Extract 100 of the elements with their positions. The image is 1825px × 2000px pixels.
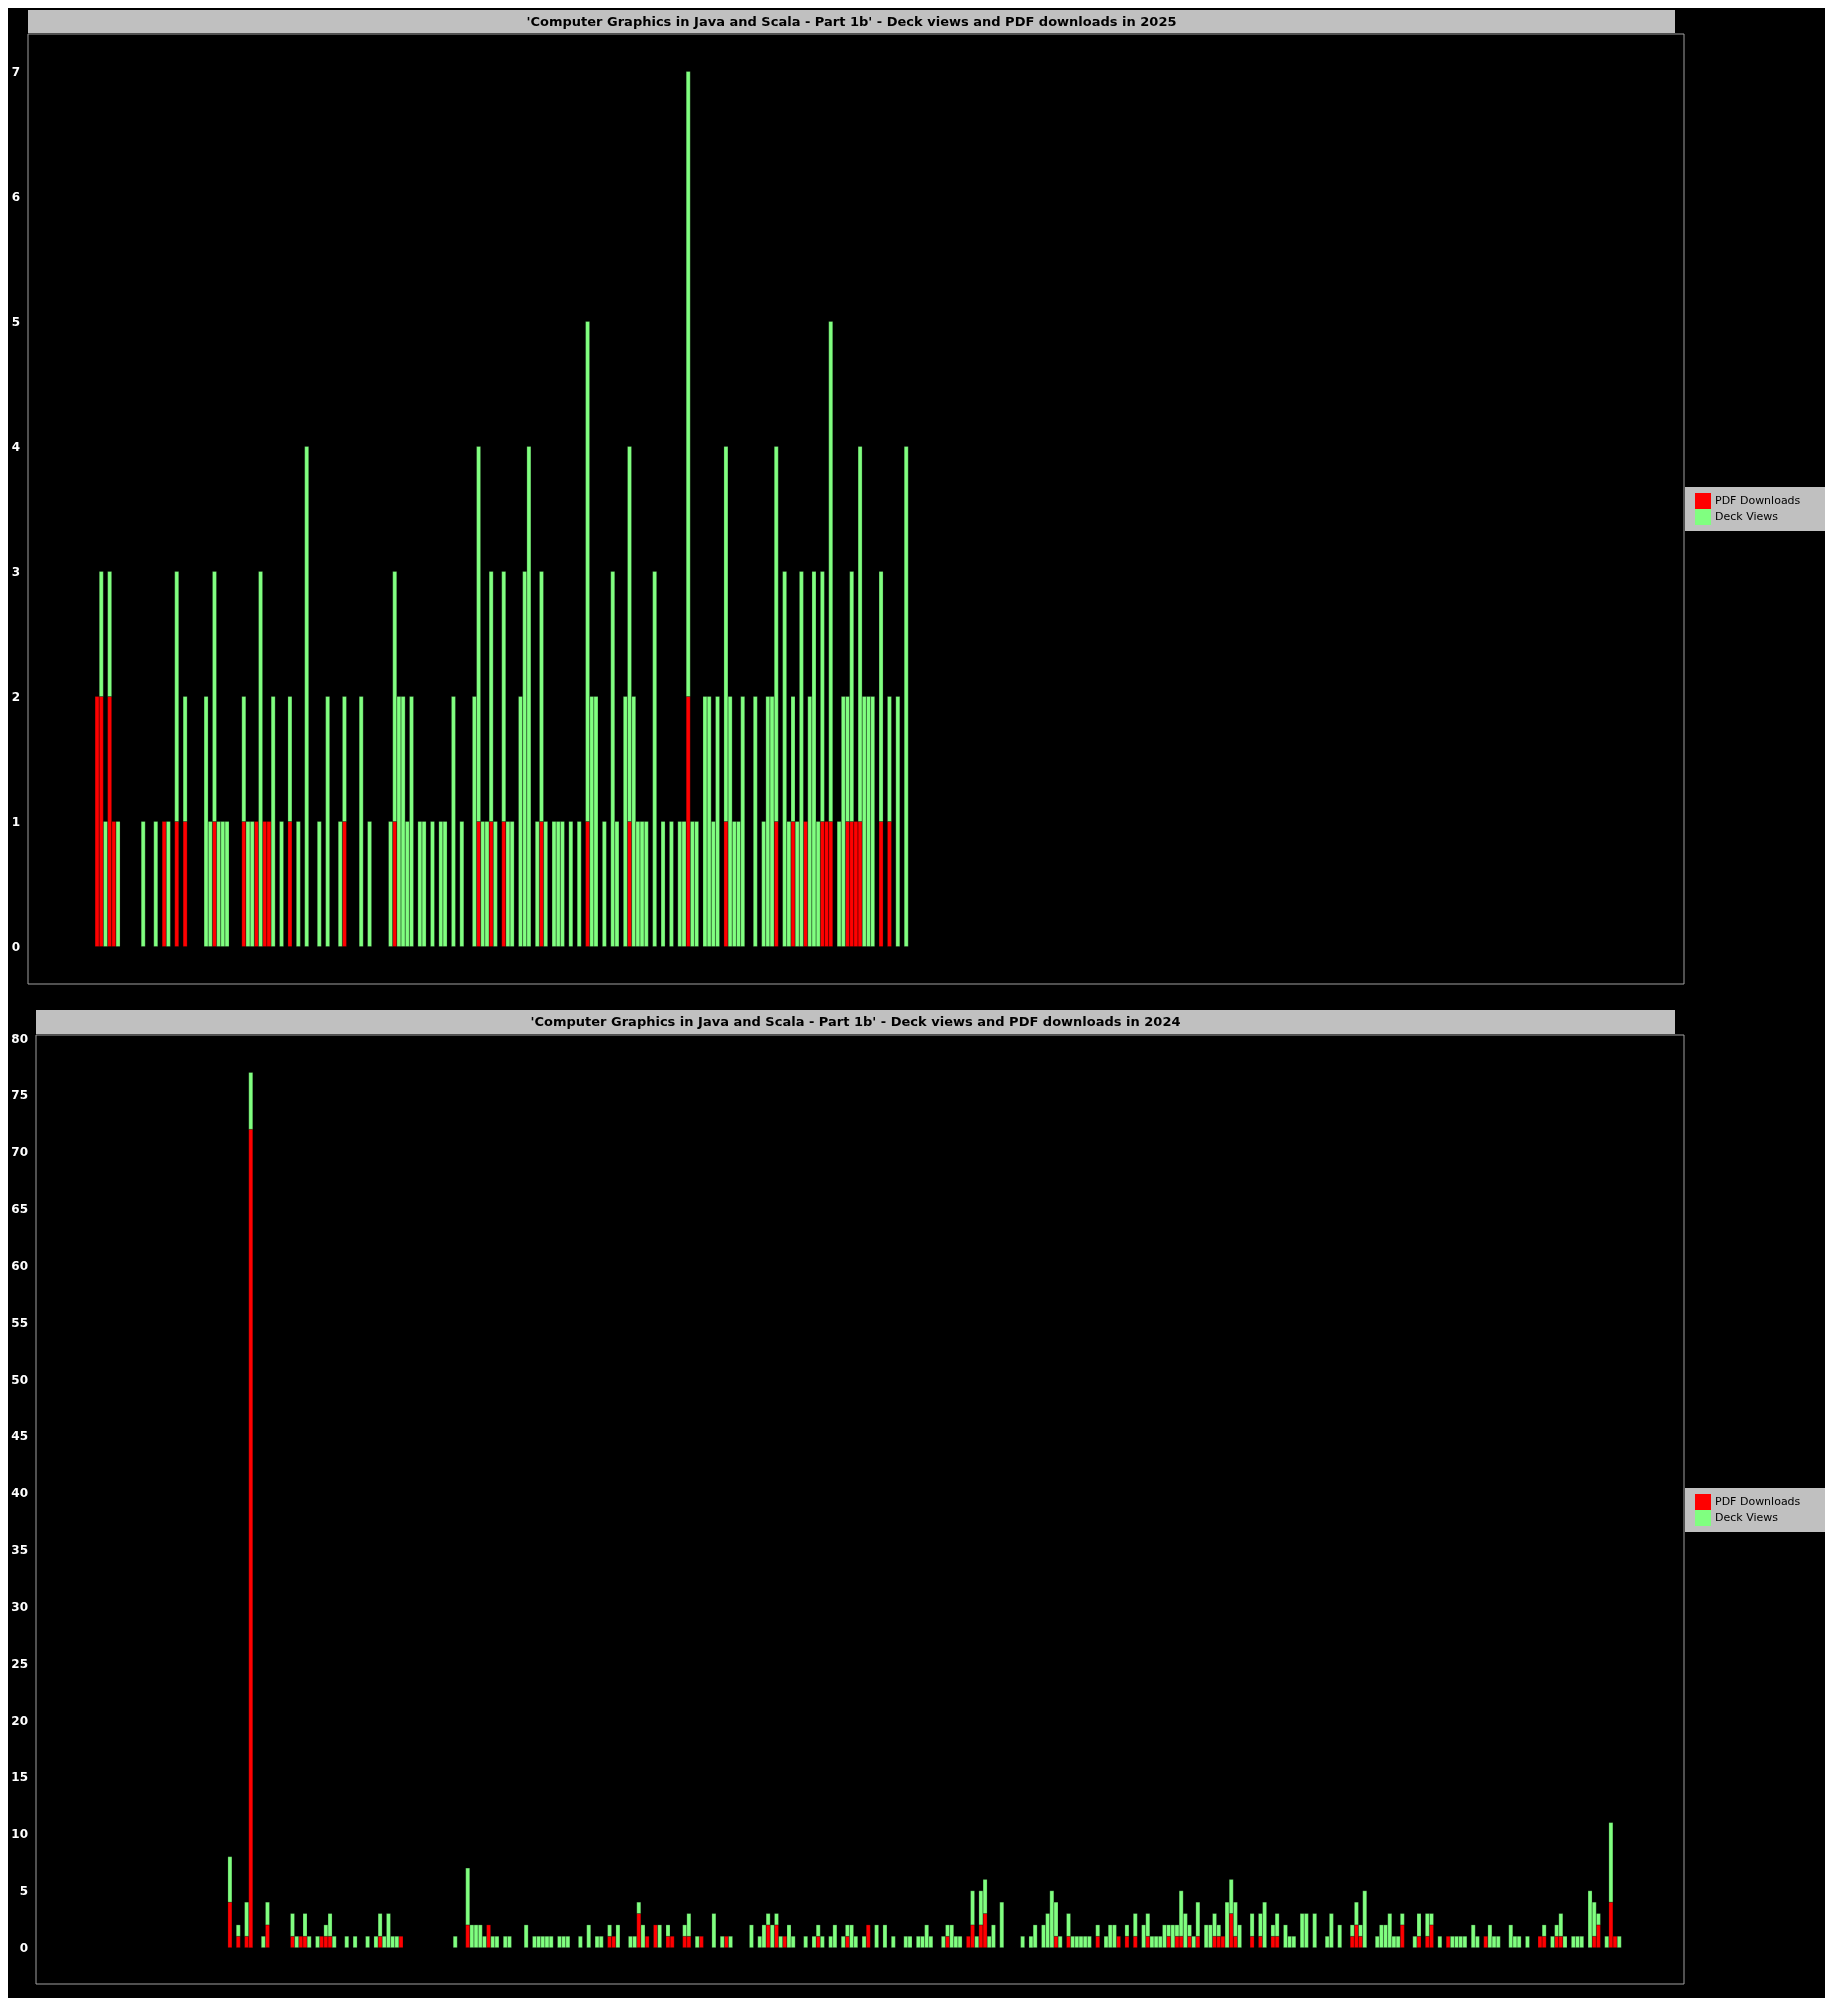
bar	[153, 821, 159, 947]
bar	[224, 821, 230, 947]
bar	[1337, 1924, 1343, 1948]
bar	[1525, 1935, 1530, 1948]
bar	[865, 1924, 871, 1948]
bar	[430, 821, 435, 947]
bar	[949, 1924, 954, 1948]
bar	[610, 571, 616, 947]
bar	[706, 696, 712, 947]
bar	[740, 696, 746, 947]
bar	[890, 1935, 896, 1948]
bar	[715, 696, 720, 947]
y-tick-label: 6	[11, 189, 20, 204]
bar	[486, 1924, 491, 1948]
bar	[1616, 1935, 1622, 1948]
chart-title: 'Computer Graphics in Java and Scala - Part 1b' - Deck views and PDF downloads in 2024	[36, 1010, 1675, 1034]
y-tick-label: 7	[11, 64, 20, 79]
bar	[1203, 1924, 1209, 1948]
bar	[811, 571, 817, 947]
bar	[560, 821, 565, 947]
bar	[565, 1935, 571, 1948]
bar	[882, 1924, 888, 1948]
bar	[1153, 1935, 1159, 1948]
legend-label: Deck Views	[1715, 510, 1778, 523]
bar	[452, 1935, 458, 1948]
bar	[895, 696, 901, 947]
bar	[1032, 1924, 1038, 1948]
y-tick-label: 5	[11, 314, 20, 329]
bar	[870, 696, 875, 947]
bar	[602, 821, 607, 947]
bar	[367, 821, 372, 947]
bar	[832, 1924, 838, 1948]
bar	[296, 821, 301, 947]
bar	[166, 821, 171, 947]
bar	[523, 1924, 529, 1948]
bar	[270, 696, 276, 947]
bar	[652, 571, 657, 947]
bar	[442, 821, 448, 947]
y-tick-label: 10	[11, 1827, 28, 1842]
bar	[400, 696, 406, 947]
bar	[386, 1913, 391, 1948]
bar	[1262, 1901, 1267, 1948]
y-tick-label: 35	[11, 1543, 28, 1558]
bar	[782, 571, 787, 947]
bar	[907, 1935, 913, 1948]
legend-label: PDF Downloads	[1715, 494, 1801, 507]
legend-label: PDF Downloads	[1715, 1494, 1801, 1508]
bar	[249, 821, 255, 947]
chart-title: 'Computer Graphics in Java and Scala - Part 1b' - Deck views and PDF downloads in 2025	[28, 10, 1675, 33]
bar	[1508, 1924, 1514, 1948]
bar	[803, 1935, 808, 1948]
bar	[568, 821, 574, 947]
y-tick-label: 40	[11, 1486, 28, 1501]
bar	[786, 1924, 792, 1948]
y-tick-label: 65	[11, 1202, 28, 1217]
y-tick-label: 20	[11, 1713, 28, 1728]
bar	[1387, 1913, 1393, 1948]
bar	[1516, 1935, 1522, 1948]
y-tick-label: 5	[19, 1884, 28, 1899]
bar	[526, 446, 532, 947]
bar	[1495, 1935, 1501, 1948]
bar	[544, 1935, 550, 1948]
bar	[1587, 1890, 1593, 1948]
bar	[874, 1924, 879, 1948]
y-tick-label: 4	[11, 439, 20, 454]
y-tick-label: 0	[19, 1940, 28, 1955]
bar	[643, 821, 649, 947]
y-tick-label: 70	[11, 1145, 28, 1160]
bar	[576, 821, 582, 947]
bar	[694, 1935, 700, 1948]
bar	[578, 1935, 583, 1948]
bar	[711, 1913, 717, 1948]
bar	[598, 1935, 604, 1948]
bar	[903, 446, 909, 947]
bar	[1170, 1924, 1176, 1948]
bar	[115, 821, 121, 947]
bar	[657, 1924, 662, 1948]
bar	[258, 571, 263, 947]
bar	[279, 821, 284, 947]
bar	[999, 1901, 1005, 1948]
bar	[1283, 1924, 1288, 1948]
bar	[304, 446, 309, 947]
y-tick-label: 55	[11, 1315, 28, 1330]
y-tick-label: 25	[11, 1656, 28, 1671]
bar	[1162, 1924, 1167, 1948]
bar	[849, 1924, 854, 1948]
bar	[1312, 1913, 1317, 1948]
bar	[991, 1924, 996, 1948]
bar	[325, 696, 330, 947]
bar	[421, 821, 427, 947]
y-tick-label: 3	[11, 564, 20, 579]
bar	[1087, 1935, 1092, 1948]
bar	[586, 1924, 592, 1948]
y-tick-label: 75	[11, 1088, 28, 1103]
bar	[1487, 1924, 1493, 1948]
bar	[615, 1924, 621, 1948]
y-tick-label: 45	[11, 1429, 28, 1444]
bar	[694, 821, 699, 947]
bar	[594, 1935, 600, 1948]
bar	[719, 1935, 725, 1948]
